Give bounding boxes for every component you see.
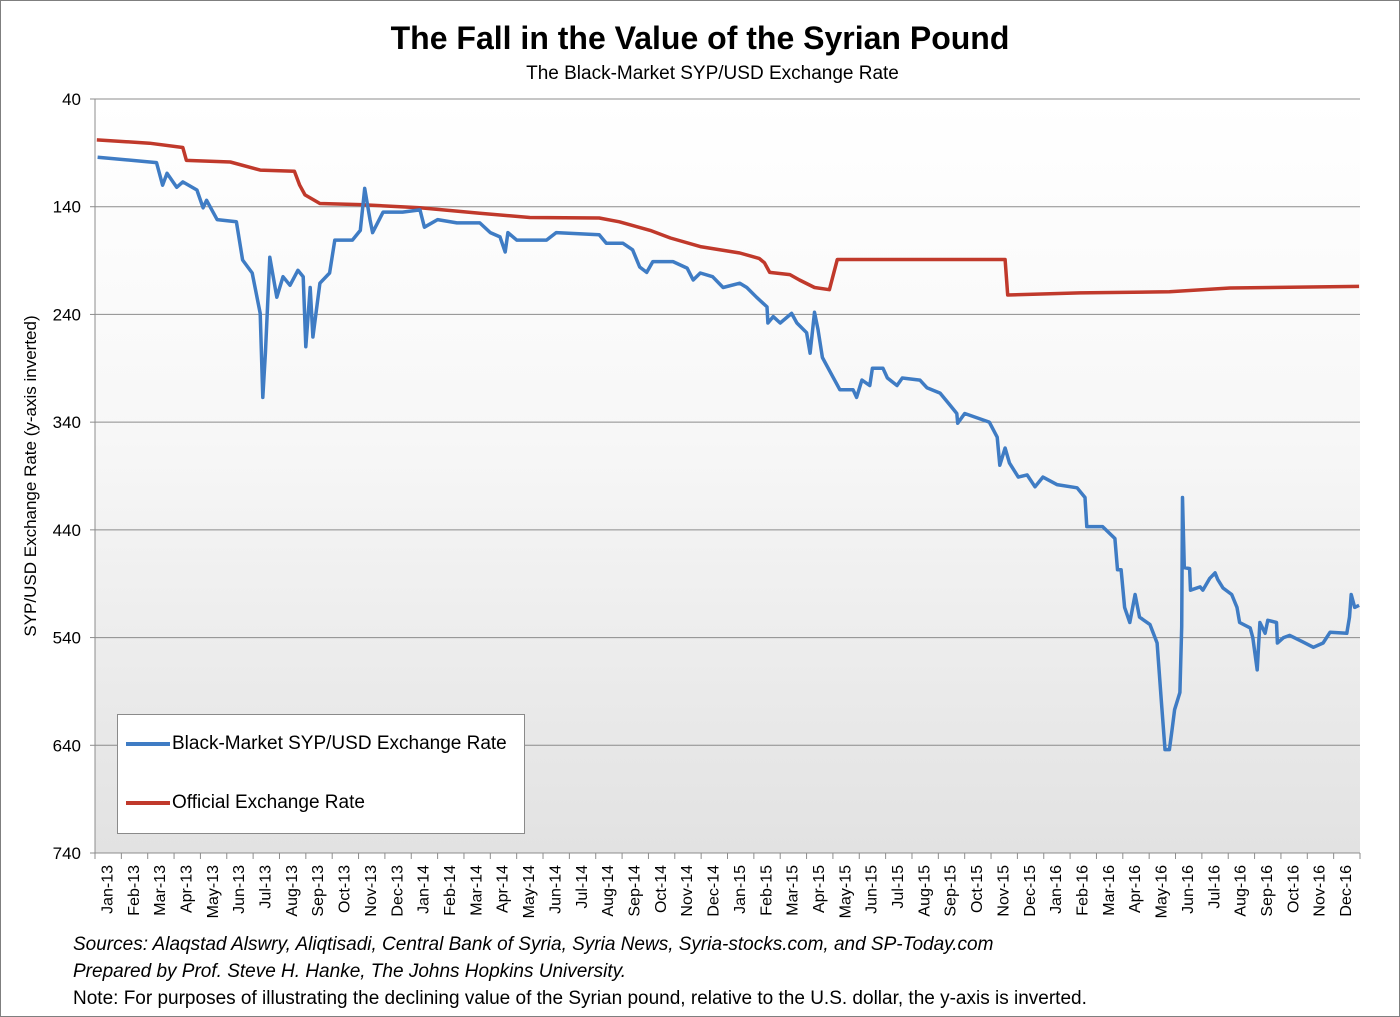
x-tick-label: Apr-13	[178, 865, 195, 913]
legend-item-official: Official Exchange Rate	[126, 792, 365, 814]
x-tick-label: Feb-15	[758, 865, 775, 916]
x-tick-label: May-14	[521, 865, 538, 918]
x-tick-label: Jan-14	[416, 865, 433, 914]
y-tick-label: 740	[53, 844, 81, 863]
y-tick-label: 540	[53, 629, 81, 648]
x-tick-label: Jun-16	[1180, 865, 1197, 914]
x-tick-label: Jul-13	[258, 865, 275, 909]
legend-label-official: Official Exchange Rate	[172, 792, 365, 813]
x-tick-label: Feb-16	[1075, 865, 1092, 916]
legend: Black-Market SYP/USD Exchange Rate Offic…	[117, 714, 525, 834]
prepared-by-note: Prepared by Prof. Steve H. Hanke, The Jo…	[73, 961, 627, 982]
legend-swatch-black-market	[126, 742, 170, 746]
x-tick-label: Mar-14	[468, 865, 485, 916]
x-tick-label: Apr-16	[1127, 865, 1144, 913]
x-tick-label: Dec-13	[389, 865, 406, 917]
x-tick-label: Jun-15	[864, 865, 881, 914]
x-tick-label: Nov-15	[995, 865, 1012, 917]
y-tick-label: 140	[53, 198, 81, 217]
chart-title: The Fall in the Value of the Syrian Poun…	[390, 20, 1010, 56]
x-tick-label: Dec-15	[1022, 865, 1039, 917]
x-tick-label: Jan-15	[732, 865, 749, 914]
x-tick-label: Sep-15	[943, 865, 960, 917]
x-tick-label: Oct-16	[1285, 865, 1302, 913]
x-tick-label: Aug-14	[600, 865, 617, 917]
x-tick-label: Aug-16	[1233, 865, 1250, 917]
series-line-black-market-syp-usd-exchange-rate	[97, 155, 1360, 752]
x-tick-label: Oct-15	[969, 865, 986, 913]
x-tick-label: Dec-14	[706, 865, 723, 917]
x-tick-label: May-16	[1154, 865, 1171, 918]
x-tick-label: Oct-13	[337, 865, 354, 913]
y-axis-label: SYP/USD Exchange Rate (y-axis inverted)	[21, 315, 40, 637]
x-tick-label: Aug-13	[284, 865, 301, 917]
x-tick-label: Jul-16	[1206, 865, 1223, 909]
x-tick-label: Jan-13	[99, 865, 116, 914]
x-tick-label: Nov-14	[679, 865, 696, 917]
y-tick-label: 340	[53, 413, 81, 432]
legend-label-black-market: Black-Market SYP/USD Exchange Rate	[172, 733, 507, 754]
x-tick-label: Jun-14	[547, 865, 564, 914]
x-tick-label: Sep-14	[626, 865, 643, 917]
x-tick-label: Feb-14	[442, 865, 459, 916]
y-tick-label: 440	[53, 521, 81, 540]
sources-note: Sources: Alaqstad Alswry, Aliqtisadi, Ce…	[73, 934, 994, 955]
x-tick-label: Nov-16	[1312, 865, 1329, 917]
x-tick-label: Apr-15	[811, 865, 828, 913]
x-tick-label: Sep-13	[310, 865, 327, 917]
x-tick-label: Sep-16	[1259, 865, 1276, 917]
y-tick-label: 40	[62, 90, 81, 109]
series-line-official-exchange-rate	[96, 138, 1360, 297]
x-tick-label: Jul-15	[890, 865, 907, 909]
x-tick-label: Oct-14	[653, 865, 670, 913]
x-tick-label: Aug-15	[916, 865, 933, 917]
x-tick-label: Apr-14	[495, 865, 512, 913]
x-tick-label: Mar-16	[1101, 865, 1118, 916]
x-tick-label: Nov-13	[363, 865, 380, 917]
x-tick-label: May-13	[205, 865, 222, 918]
inverted-axis-note: Note: For purposes of illustrating the d…	[73, 988, 1087, 1009]
x-tick-label: Jan-16	[1048, 865, 1065, 914]
y-tick-label: 640	[53, 736, 81, 755]
chart-subtitle: The Black-Market SYP/USD Exchange Rate	[526, 63, 899, 84]
y-tick-label: 240	[53, 305, 81, 324]
x-tick-label: Jun-13	[231, 865, 248, 914]
x-tick-label: Jul-14	[574, 865, 591, 909]
x-tick-label: Feb-13	[126, 865, 143, 916]
legend-item-black-market: Black-Market SYP/USD Exchange Rate	[126, 733, 507, 755]
x-tick-label: Mar-13	[152, 865, 169, 916]
legend-swatch-official	[126, 801, 170, 805]
x-tick-label: Dec-16	[1338, 865, 1355, 917]
x-tick-label: May-15	[837, 865, 854, 918]
x-tick-label: Mar-15	[785, 865, 802, 916]
